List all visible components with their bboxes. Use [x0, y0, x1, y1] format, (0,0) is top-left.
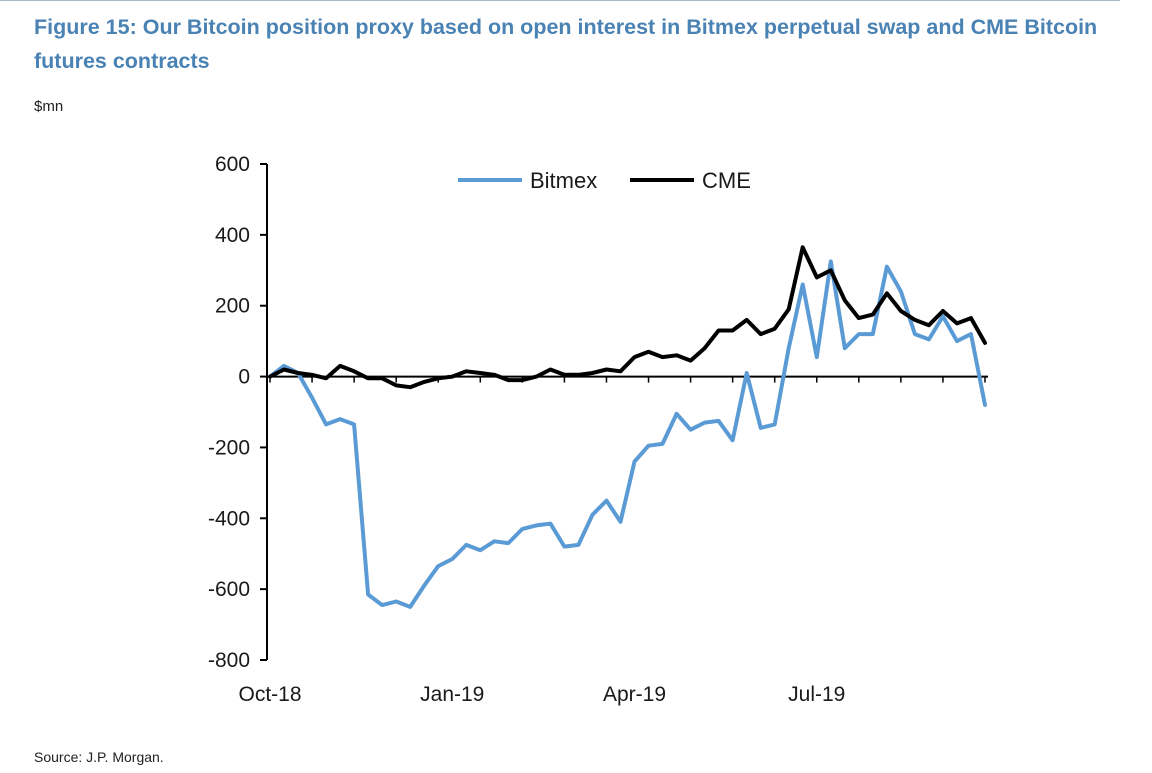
- bitmex-line: [268, 259, 987, 609]
- chart-legend: Bitmex CME: [458, 168, 751, 193]
- y-tick-label: 400: [215, 224, 250, 247]
- x-tick-label: Apr-19: [603, 683, 666, 706]
- legend-item-bitmex: Bitmex: [458, 168, 597, 193]
- x-axis-ticks: Oct-18 Jan-19 Apr-19 Jul-19: [238, 376, 986, 706]
- x-tick-label: Jan-19: [420, 683, 484, 706]
- series-bitmex: [268, 259, 987, 609]
- y-tick-label: 200: [215, 295, 250, 318]
- y-tick-label: -800: [208, 649, 250, 672]
- x-tick-label: Oct-18: [238, 683, 301, 706]
- series-cme: [268, 245, 987, 390]
- x-tick-label: Jul-19: [788, 683, 845, 706]
- y-tick-label: 0: [238, 366, 250, 389]
- series-layer: [268, 245, 987, 609]
- chart-axes: [266, 164, 988, 660]
- y-axis-ticks: 600 400 200 0 -200 -400 -600 -800: [208, 153, 267, 672]
- legend-item-cme: CME: [630, 168, 751, 193]
- cme-line: [268, 245, 987, 390]
- source-note: Source: J.P. Morgan.: [34, 749, 164, 765]
- y-tick-label: 600: [215, 153, 250, 176]
- y-tick-label: -400: [208, 507, 250, 530]
- top-rule: [0, 0, 1120, 1]
- unit-label: $mn: [34, 98, 64, 115]
- line-chart: 600 400 200 0 -200 -400 -600 -800 Oct-18 Jan-19 A…: [208, 153, 988, 706]
- legend-label-cme: CME: [702, 168, 751, 193]
- y-tick-label: -600: [208, 578, 250, 601]
- legend-label-bitmex: Bitmex: [530, 168, 597, 193]
- figure-title: Figure 15: Our Bitcoin position proxy ba…: [34, 15, 1098, 73]
- y-tick-label: -200: [208, 436, 250, 459]
